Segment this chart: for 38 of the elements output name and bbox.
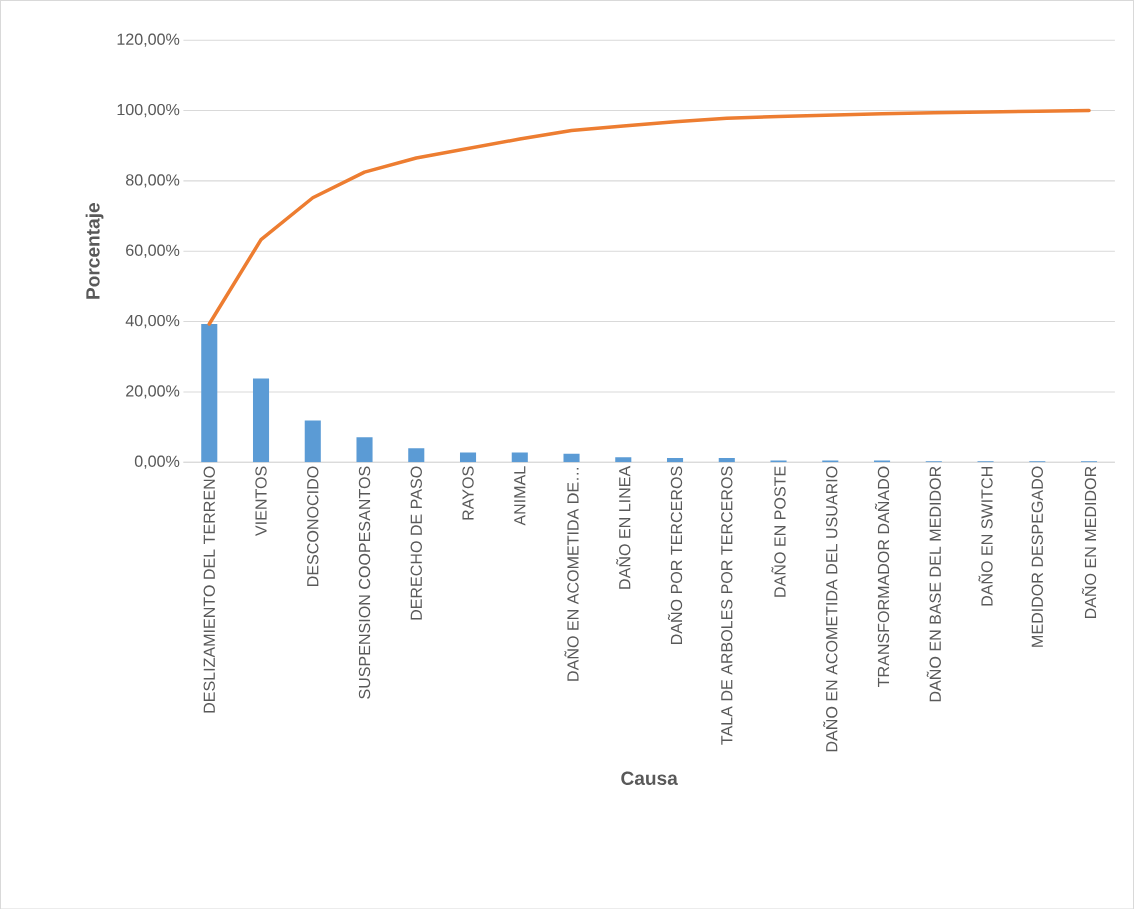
y-tick-label: 80,00%	[126, 174, 180, 188]
x-tick-label: DAÑO EN MEDIDOR	[1081, 466, 1097, 618]
x-tick-label: DERECHO DE PASO	[410, 466, 422, 620]
bar	[615, 457, 632, 463]
x-tick-label: TRANSFORMADOR DAÑADO	[874, 466, 890, 687]
y-tick-label: 20,00%	[126, 385, 180, 399]
bar	[563, 453, 580, 463]
x-tick-label: DAÑO EN BASE DEL MEDIDOR	[926, 466, 941, 702]
x-tick-label: DAÑO EN POSTE	[771, 466, 786, 597]
bar	[408, 447, 425, 463]
bar	[356, 437, 373, 463]
y-tick-label: 100,00%	[117, 103, 180, 117]
x-tick-label: RAYOS	[462, 466, 474, 520]
x-tick-label: ANIMAL	[514, 466, 526, 526]
bar	[252, 378, 270, 463]
bar	[304, 420, 321, 463]
bar	[718, 457, 735, 463]
bar	[459, 452, 477, 463]
y-tick-label: 0,00%	[134, 455, 180, 469]
y-tick-label: 120,00%	[117, 33, 180, 47]
x-tick-label: DAÑO EN SWITCH	[978, 466, 993, 606]
x-tick-label: DESLIZAMIENTO DEL TERRENO	[203, 466, 215, 713]
bar	[511, 452, 528, 463]
x-tick-label: VIENTOS	[255, 466, 267, 536]
x-tick-label: DAÑO EN LINEA	[616, 465, 631, 589]
x-tick-label: TALA DE ARBOLES POR TERCEROS	[721, 466, 733, 745]
bar	[666, 457, 684, 463]
x-tick-label: DAÑO POR TERCEROS	[667, 466, 683, 644]
x-tick-label: DESCONOCIDO	[307, 466, 319, 586]
x-tick-label: MEDIDOR DESPEGADO	[1031, 466, 1043, 647]
y-tick-label: 40,00%	[125, 314, 180, 328]
y-tick-label: 60,00%	[126, 244, 180, 258]
x-tick-label: SUSPENSION COOPESANTOS	[358, 466, 371, 699]
bar	[201, 323, 218, 463]
x-axis-title: Causa	[621, 771, 678, 785]
x-tick-label: DAÑO EN ACOMETIDA DEL USUARIO	[823, 466, 838, 752]
x-tick-label: DAÑO EN ACOMETIDA DE…	[564, 467, 579, 681]
y-axis-title: Porcentaje	[85, 202, 104, 299]
